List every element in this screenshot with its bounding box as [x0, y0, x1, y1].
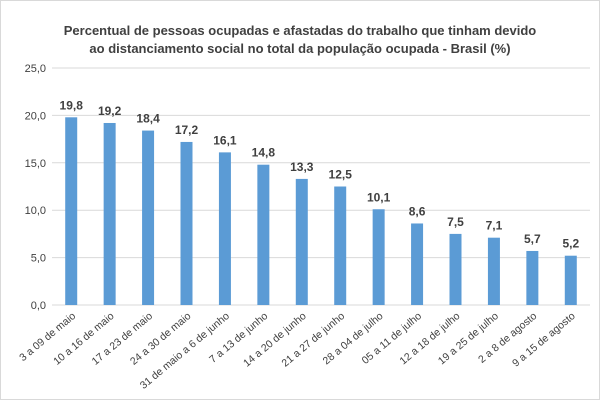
chart-title-line-2: ao distanciamento social no total da pop… [89, 41, 511, 56]
data-label: 14,8 [252, 146, 276, 160]
data-label: 7,5 [447, 215, 464, 229]
bar [372, 209, 385, 305]
data-label: 19,2 [98, 104, 122, 118]
y-tick-label: 0,0 [31, 300, 46, 312]
data-label: 18,4 [136, 112, 160, 126]
bar [257, 164, 270, 305]
data-label: 8,6 [409, 204, 426, 218]
bar [564, 255, 577, 305]
bar [103, 122, 116, 305]
bar [180, 141, 193, 305]
data-label: 7,1 [486, 219, 503, 233]
data-label: 19,8 [60, 98, 84, 112]
bar [334, 186, 347, 305]
bar [142, 130, 155, 305]
y-tick-label: 15,0 [25, 158, 46, 170]
data-label: 16,1 [213, 133, 237, 147]
bar [295, 178, 308, 305]
y-tick-label: 5,0 [31, 253, 46, 265]
data-label: 13,3 [290, 160, 314, 174]
data-label: 12,5 [329, 168, 353, 182]
data-label: 17,2 [175, 123, 199, 137]
bar [526, 250, 539, 305]
chart-title: Percentual de pessoas ocupadas e afastad… [40, 22, 560, 58]
y-tick-label: 25,0 [25, 63, 46, 75]
data-label: 5,2 [562, 237, 579, 251]
bar [218, 152, 231, 305]
data-label: 5,7 [524, 232, 541, 246]
chart-title-line-1: Percentual de pessoas ocupadas e afastad… [63, 23, 537, 38]
y-tick-label: 20,0 [25, 110, 46, 122]
bar [449, 233, 462, 305]
y-tick-label: 10,0 [25, 205, 46, 217]
data-label: 10,1 [367, 190, 391, 204]
bar [411, 223, 424, 305]
bar [65, 117, 78, 306]
bar [487, 237, 500, 305]
